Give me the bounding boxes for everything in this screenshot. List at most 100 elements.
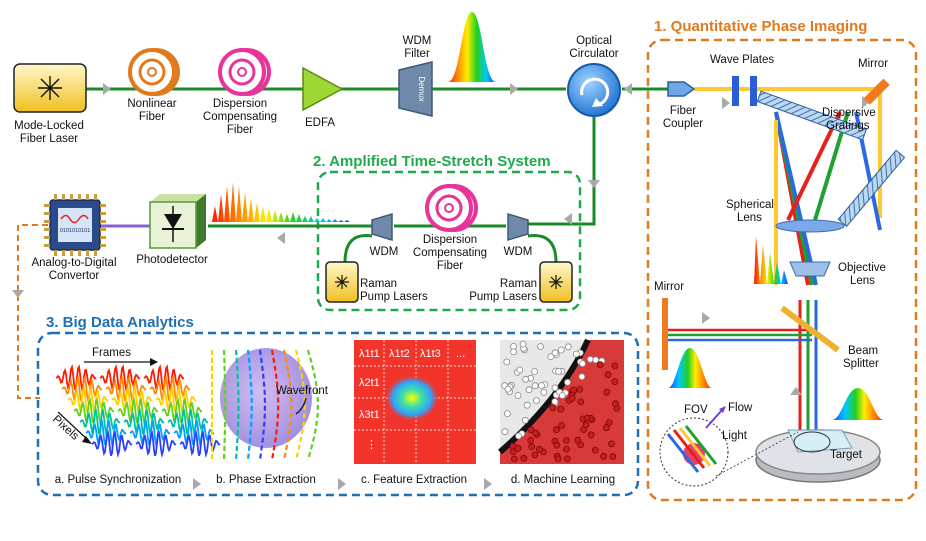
section-title-ats: 2. Amplified Time-Stretch System [313, 153, 551, 170]
raman-pump-right-icon [539, 261, 573, 303]
target-label: Target [830, 449, 863, 461]
section-title-bda: 3. Big Data Analytics [46, 314, 194, 331]
light-label: Light [722, 430, 748, 442]
raman-left-label-1: Raman [360, 278, 397, 290]
pixels-arrow [57, 411, 89, 441]
dcf-top-label-1: Dispersion [213, 98, 267, 110]
phase-extraction-panel [210, 348, 320, 461]
wdm-right-label: WDM [504, 246, 533, 258]
dcf-top-label-2: Compensating [203, 111, 277, 123]
dcf-mid-label-3: Fiber [437, 260, 463, 272]
wdm-left-icon [371, 212, 393, 242]
grid-cell-l1t3: λ1t3 [420, 348, 441, 360]
reference-pulse-icon [668, 348, 712, 388]
photodetector-label: Photodetector [136, 254, 208, 266]
dispersive-gratings-icon [756, 90, 906, 228]
step-a-label: a. Pulse Synchronization [55, 474, 182, 486]
fiber-coupler-icon [667, 81, 696, 97]
return-pulse-icon [832, 388, 884, 420]
grid-cell-l3t1: λ3t1 [359, 409, 380, 421]
laser-label-1: Mode-Locked [14, 120, 84, 132]
dcf-mid-label-1: Dispersion [423, 234, 477, 246]
step-c-label: c. Feature Extraction [361, 474, 467, 486]
nonlinear-label-1: Nonlinear [127, 98, 176, 110]
objective-label-2: Lens [850, 275, 875, 287]
grid-cell-ellipsis-col: ⋮ [366, 439, 377, 451]
grid-cell-ellipsis-row: ... [456, 348, 465, 360]
target-stage-icon [755, 429, 881, 483]
raman-right-label-1: Raman [500, 278, 537, 290]
nonlinear-label-2: Fiber [139, 111, 165, 123]
wavefront-label: Wavefront [276, 385, 329, 397]
raman-right-label-2: Pump Lasers [469, 291, 537, 303]
wave-plates-label: Wave Plates [710, 54, 774, 66]
spectrum-pulse-icon [448, 12, 496, 82]
edfa-label: EDFA [305, 117, 335, 129]
demux-label: Demux [417, 76, 426, 101]
pixels-label: Pixels [50, 413, 81, 443]
mode-locked-laser-icon [13, 63, 87, 113]
grid-cell-l1t2: λ1t2 [389, 348, 410, 360]
frames-arrowhead [150, 358, 158, 366]
dcf-mid-icon [425, 184, 478, 232]
circulator-label-2: Circulator [569, 48, 618, 60]
flow-label: Flow [728, 402, 753, 414]
adc-label-1: Analog-to-Digital [31, 257, 116, 269]
section-box-bda [36, 331, 640, 497]
mirror-left-icon [662, 298, 668, 370]
feature-extraction-panel [354, 340, 476, 464]
section-box-qpi [646, 38, 918, 502]
raman-left-label-2: Pump Lasers [360, 291, 428, 303]
circulator-label-1: Optical [576, 35, 612, 47]
beam-splitter-icon [780, 305, 840, 353]
dcf-top-icon [218, 48, 271, 96]
spherical-label-2: Lens [737, 212, 762, 224]
raman-pump-left-icon [325, 261, 359, 303]
wdm-right-icon [507, 212, 529, 242]
step-d-label: d. Machine Learning [511, 474, 615, 486]
fov-zoom-icon [659, 406, 799, 487]
mirror-left-label: Mirror [654, 281, 684, 293]
machine-learning-panel [498, 338, 624, 464]
objective-lens-icon [789, 261, 831, 277]
optical-circulator-icon [567, 63, 621, 117]
wdm-filter-demux-icon: Demux [398, 61, 433, 117]
pulse-synchronization-panel [55, 363, 221, 459]
fov-label: FOV [684, 404, 708, 416]
gratings-label-2: Gratings [826, 120, 870, 132]
adc-chip-icon: 0101010101 [44, 194, 106, 256]
photodetector-icon [149, 194, 206, 249]
spectral-comb-icon [754, 236, 788, 284]
stretched-pulse-icon [212, 182, 350, 222]
laser-label-2: Fiber Laser [20, 133, 78, 145]
section-title-qpi: 1. Quantitative Phase Imaging [654, 18, 867, 35]
edfa-amplifier-icon [302, 66, 344, 112]
beam-splitter-label-2: Splitter [843, 358, 879, 370]
wavefront-arrow [295, 397, 307, 415]
wdm-filter-label-2: Filter [404, 48, 430, 60]
dcf-top-label-3: Fiber [227, 124, 253, 136]
grid-cell-l1t1: λ1t1 [359, 348, 380, 360]
fiber-coupler-label-2: Coupler [663, 118, 703, 130]
adc-label-2: Convertor [49, 270, 100, 282]
wave-plates-icon [732, 76, 757, 106]
nonlinear-fiber-icon [128, 48, 180, 96]
beam-splitter-label-1: Beam [848, 345, 878, 357]
flow-arrows [12, 83, 870, 490]
dcf-mid-label-2: Compensating [413, 247, 487, 259]
frames-label: Frames [92, 347, 131, 359]
wdm-filter-label-1: WDM [403, 35, 432, 47]
gratings-label-1: Dispersive [822, 107, 876, 119]
section-box-ats [316, 170, 582, 312]
grid-cell-l2t1: λ2t1 [359, 377, 380, 389]
pixels-arrowhead [82, 436, 92, 444]
objective-label-1: Objective [838, 262, 886, 274]
mirror-top-label: Mirror [858, 58, 888, 70]
step-b-label: b. Phase Extraction [216, 474, 316, 486]
wdm-left-label: WDM [370, 246, 399, 258]
spherical-lens-icon [775, 219, 845, 233]
spherical-label-1: Spherical [726, 199, 774, 211]
mirror-top-icon [863, 78, 890, 105]
